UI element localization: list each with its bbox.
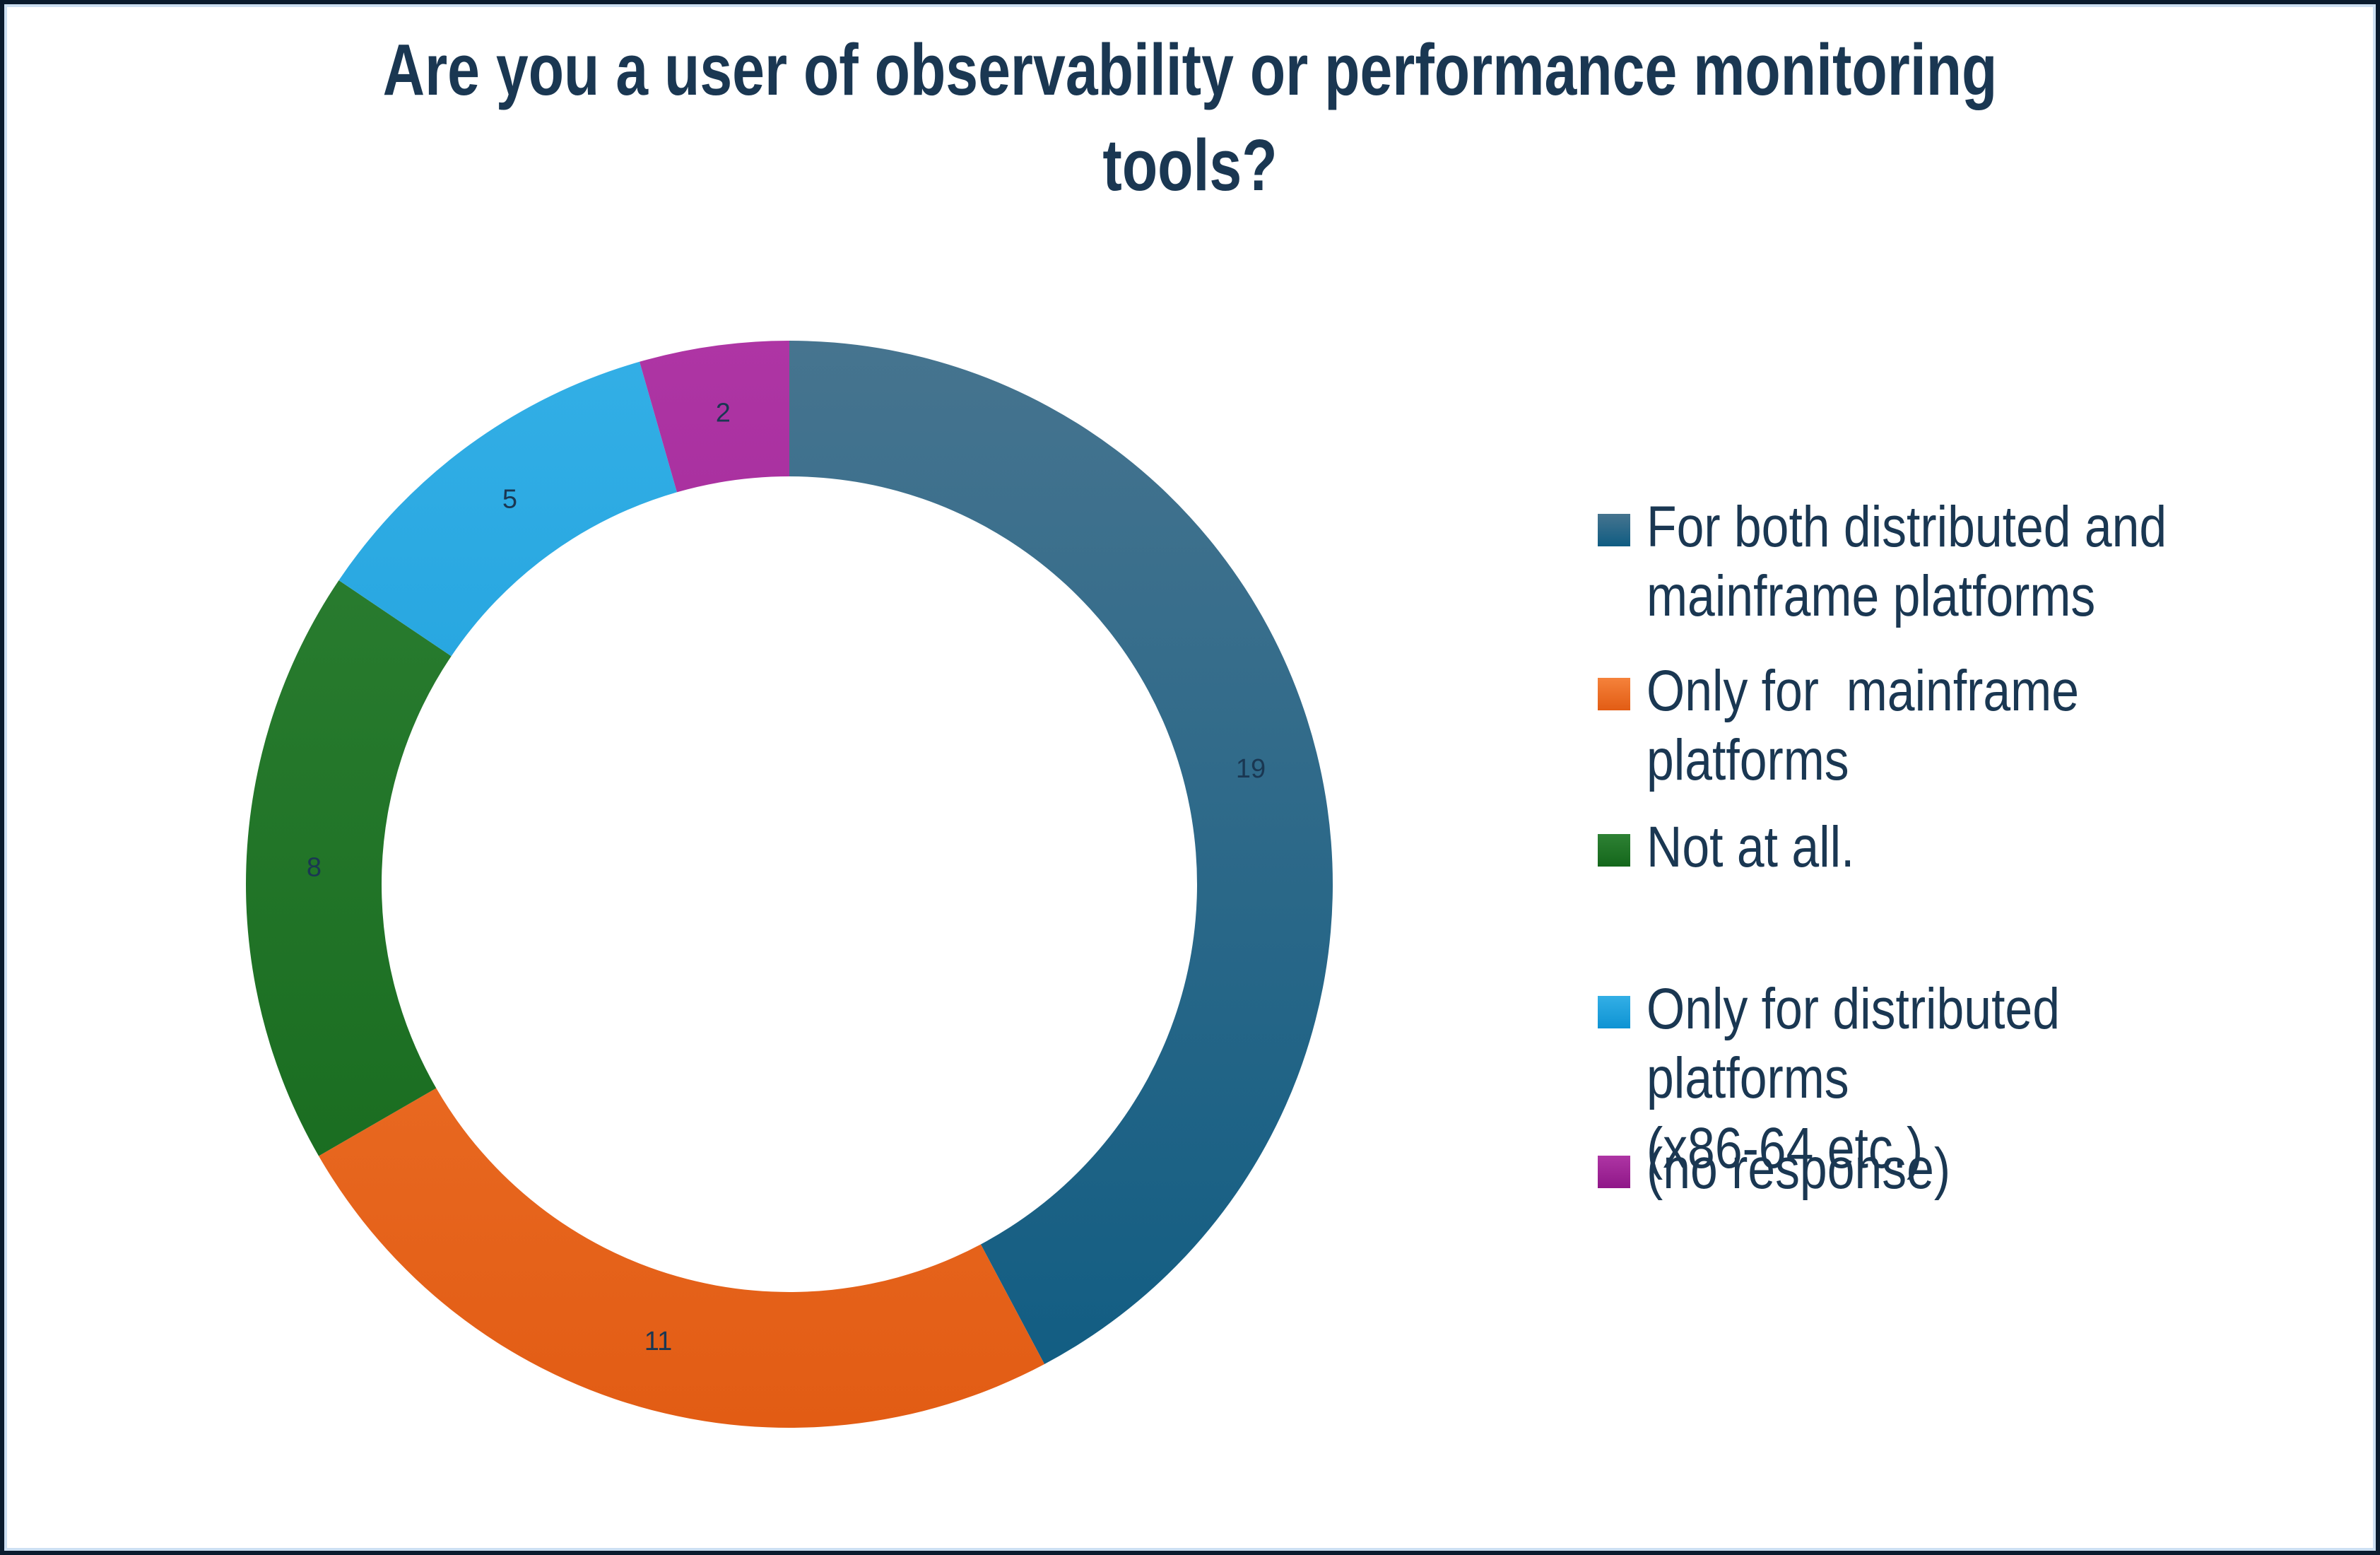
donut-slice-green [245, 580, 452, 1156]
legend-item-label: Only for mainframe platforms [1646, 659, 2093, 793]
slice-value-label: 2 [716, 399, 731, 428]
donut-slice-light-blue [338, 361, 677, 657]
slice-value-label: 5 [502, 485, 517, 515]
legend-item-label: (no response) [1646, 1137, 1951, 1201]
legend-swatch-green [1598, 834, 1630, 867]
legend-swatch-orange [1598, 678, 1630, 710]
donut-slice-steel-blue [789, 341, 1333, 1364]
donut-slice-magenta [640, 341, 789, 493]
legend-item-label: Not at all. [1646, 815, 1855, 879]
slice-value-labels: 19 11 8 5 2 [307, 399, 1266, 1356]
legend-swatch-light-blue [1598, 996, 1630, 1028]
chart-legend: For both distributed and mainframe platf… [1598, 0, 2375, 1555]
legend-swatch-magenta [1598, 1156, 1630, 1188]
legend-item: (no response) [1598, 1134, 2004, 1204]
legend-swatch-steel-blue [1598, 514, 1630, 546]
donut-slices [245, 341, 1333, 1428]
legend-item-label: For both distributed and mainframe platf… [1646, 495, 2167, 629]
slice-value-label: 8 [307, 853, 322, 883]
chart-title: Are you a user of observability or perfo… [382, 29, 1998, 206]
donut-slice-orange [319, 1088, 1045, 1428]
legend-item: Not at all. [1598, 813, 1891, 882]
slice-value-label: 19 [1236, 754, 1266, 784]
legend-item-label: Only for distributed platforms (x86-64 e… [1646, 977, 2060, 1180]
legend-item: Only for distributed platforms (x86-64 e… [1598, 975, 2375, 1183]
legend-item: Only for mainframe platforms [1598, 657, 2375, 796]
legend-item: For both distributed and mainframe platf… [1598, 493, 2258, 632]
slice-value-label: 11 [644, 1327, 672, 1356]
